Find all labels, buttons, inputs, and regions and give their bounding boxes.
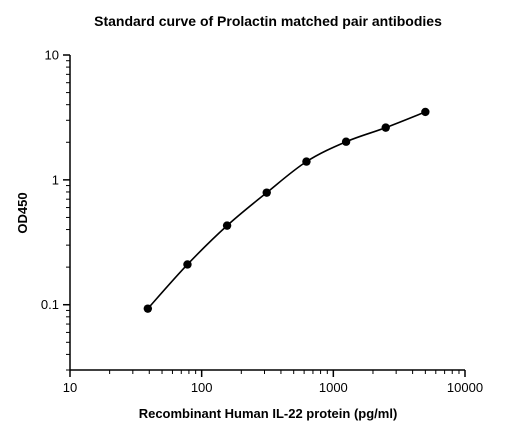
x-tick-label: 10000 bbox=[447, 380, 483, 395]
data-point bbox=[222, 221, 232, 230]
data-point bbox=[341, 137, 351, 146]
data-point bbox=[143, 304, 153, 313]
data-point bbox=[302, 157, 311, 166]
data-point bbox=[381, 123, 390, 132]
y-tick-label: 10 bbox=[45, 48, 59, 63]
x-axis-label: Recombinant Human IL-22 protein (pg/ml) bbox=[139, 406, 398, 421]
x-tick-label: 10 bbox=[63, 380, 77, 395]
tick-group: 10 100 1000 10000 0.1 1 10 bbox=[41, 48, 483, 396]
y-tick-label: 0.1 bbox=[41, 297, 59, 312]
data-point bbox=[262, 188, 271, 197]
data-point bbox=[183, 260, 192, 269]
chart-title: Standard curve of Prolactin matched pair… bbox=[94, 13, 442, 29]
data-points bbox=[143, 107, 430, 313]
x-tick-label: 100 bbox=[191, 380, 213, 395]
axes bbox=[69, 55, 465, 371]
y-axis-label: OD450 bbox=[15, 192, 30, 233]
data-point bbox=[421, 107, 430, 117]
fit-curve bbox=[147, 111, 426, 310]
y-tick-label: 1 bbox=[52, 172, 59, 187]
x-tick-label: 1000 bbox=[319, 380, 348, 395]
